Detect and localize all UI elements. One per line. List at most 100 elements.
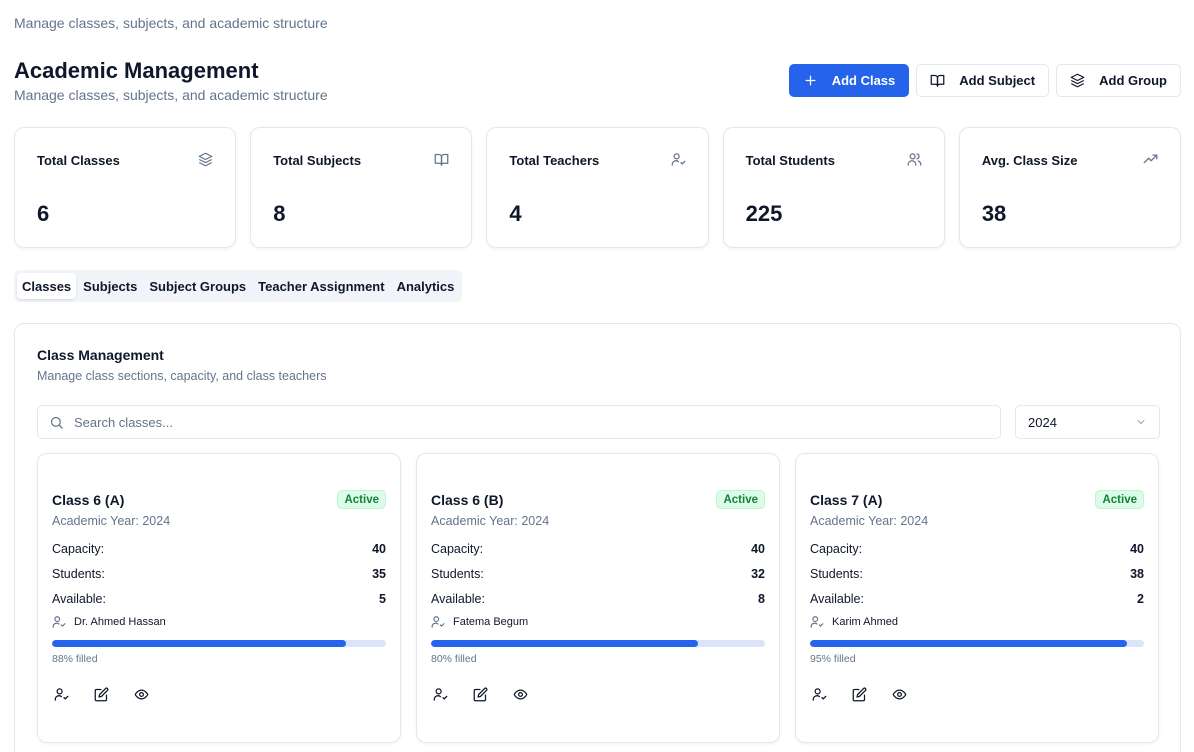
filled-label: 80% filled [431, 653, 477, 665]
teacher-name: Fatema Begum [453, 616, 529, 628]
edit-icon [94, 687, 108, 701]
users-icon [907, 153, 922, 166]
class-card: Class 6 (B) Active Academic Year: 2024 C… [416, 453, 780, 743]
edit-button[interactable] [85, 680, 117, 708]
eye-icon [513, 688, 527, 700]
tab-teacher-assignment[interactable]: Teacher Assignment [258, 278, 385, 294]
stat-card-total-subjects: Total Subjects 8 [250, 127, 473, 248]
view-button[interactable] [883, 680, 915, 708]
capacity-value: 40 [751, 542, 765, 556]
capacity-label: Capacity: [810, 542, 863, 556]
stat-label: Total Teachers [509, 153, 600, 168]
user-check-icon [431, 616, 445, 628]
add-subject-button[interactable]: Add Subject [916, 64, 1050, 97]
students-value: 38 [1130, 567, 1144, 581]
layers-icon [1070, 73, 1085, 88]
class-teacher: Fatema Begum [431, 615, 528, 629]
top-subtitle: Manage classes, subjects, and academic s… [14, 15, 328, 31]
available-label: Available: [431, 592, 485, 606]
academic-year: Academic Year: 2024 [431, 514, 550, 528]
assign-teacher-button[interactable] [803, 680, 835, 708]
tab-list: Classes Subjects Subject Groups Teacher … [14, 270, 463, 302]
students-row: Students: 32 [431, 567, 765, 581]
status-badge: Active [1095, 490, 1144, 509]
students-label: Students: [431, 567, 484, 581]
user-check-icon [810, 616, 824, 628]
academic-year: Academic Year: 2024 [52, 514, 171, 528]
capacity-row: Capacity: 40 [431, 542, 765, 556]
edit-button[interactable] [843, 680, 875, 708]
page-subtitle: Manage classes, subjects, and academic s… [14, 87, 328, 103]
students-value: 35 [372, 567, 386, 581]
user-check-icon [433, 687, 447, 701]
layers-icon [198, 152, 213, 167]
user-check-icon [54, 687, 68, 701]
tab-subject-groups[interactable]: Subject Groups [149, 278, 247, 294]
panel-title: Class Management [37, 347, 164, 363]
edit-icon [473, 687, 487, 701]
plus-icon [805, 75, 816, 86]
available-value: 8 [758, 592, 765, 606]
search-box [37, 405, 1001, 439]
assign-teacher-button[interactable] [45, 680, 77, 708]
page-title: Academic Management [14, 58, 259, 83]
tab-classes[interactable]: Classes [17, 273, 77, 299]
header-actions: Add Class Add Subject Add Group [788, 64, 1181, 97]
available-row: Available: 8 [431, 592, 765, 606]
edit-button[interactable] [464, 680, 496, 708]
view-button[interactable] [504, 680, 536, 708]
user-check-icon [812, 687, 826, 701]
assign-teacher-button[interactable] [424, 680, 456, 708]
card-actions [424, 680, 536, 708]
teacher-name: Dr. Ahmed Hassan [74, 616, 166, 628]
stat-value: 225 [745, 201, 783, 226]
students-row: Students: 35 [52, 567, 386, 581]
status-badge: Active [337, 490, 386, 509]
teacher-name: Karim Ahmed [832, 616, 899, 628]
chevron-down-icon [1137, 420, 1145, 425]
stat-value: 8 [273, 201, 286, 226]
tab-analytics[interactable]: Analytics [396, 278, 455, 294]
edit-icon [852, 687, 866, 701]
progress-fill [810, 640, 1128, 647]
add-group-label: Add Group [1099, 73, 1167, 88]
user-check-icon [671, 153, 685, 166]
year-select[interactable]: 2024 [1015, 405, 1160, 439]
user-check-icon [52, 616, 66, 628]
progress-fill [431, 640, 699, 647]
search-input[interactable] [74, 414, 954, 430]
class-name: Class 7 (A) [810, 492, 883, 508]
stat-label: Total Students [745, 153, 835, 168]
stat-card-total-teachers: Total Teachers 4 [486, 127, 709, 248]
stat-label: Total Subjects [273, 153, 362, 168]
stat-value: 4 [509, 201, 522, 226]
panel-subtitle: Manage class sections, capacity, and cla… [37, 369, 327, 383]
add-subject-label: Add Subject [959, 73, 1036, 88]
add-class-button[interactable]: Add Class [788, 64, 910, 97]
add-class-label: Add Class [831, 73, 896, 88]
capacity-progress-bar [52, 640, 386, 647]
view-button[interactable] [125, 680, 157, 708]
filled-label: 95% filled [810, 653, 856, 665]
class-card: Class 7 (A) Active Academic Year: 2024 C… [795, 453, 1159, 743]
progress-fill [52, 640, 346, 647]
students-row: Students: 38 [810, 567, 1144, 581]
students-label: Students: [810, 567, 863, 581]
eye-icon [134, 688, 148, 700]
capacity-progress-bar [431, 640, 765, 647]
add-group-button[interactable]: Add Group [1056, 64, 1181, 97]
eye-icon [892, 688, 906, 700]
capacity-progress-bar [810, 640, 1144, 647]
stat-card-total-classes: Total Classes 6 [14, 127, 237, 248]
search-icon [50, 416, 63, 429]
card-actions [803, 680, 915, 708]
stat-label: Avg. Class Size [981, 153, 1078, 168]
academic-year: Academic Year: 2024 [810, 514, 929, 528]
capacity-label: Capacity: [431, 542, 484, 556]
class-teacher: Karim Ahmed [810, 615, 898, 629]
available-label: Available: [810, 592, 864, 606]
book-open-icon [930, 74, 945, 87]
card-actions [45, 680, 157, 708]
tab-subjects[interactable]: Subjects [83, 278, 138, 294]
status-badge: Active [716, 490, 765, 509]
